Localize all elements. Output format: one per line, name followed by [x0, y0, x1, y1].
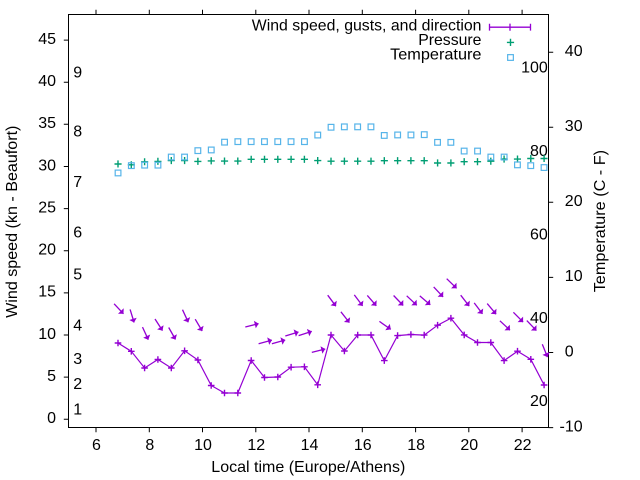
svg-text:8: 8	[145, 437, 154, 454]
svg-text:30: 30	[565, 118, 583, 135]
svg-text:20: 20	[530, 393, 548, 410]
svg-text:-10: -10	[560, 418, 583, 435]
svg-text:14: 14	[301, 437, 319, 454]
svg-text:10: 10	[565, 268, 583, 285]
svg-text:0: 0	[565, 343, 574, 360]
svg-text:10: 10	[38, 326, 56, 343]
svg-text:Temperature: Temperature	[390, 46, 481, 63]
svg-text:18: 18	[407, 437, 425, 454]
svg-text:Pressure: Pressure	[418, 32, 481, 49]
svg-text:16: 16	[354, 437, 372, 454]
svg-text:12: 12	[247, 437, 265, 454]
svg-text:15: 15	[38, 284, 56, 301]
svg-text:Local time (Europe/Athens): Local time (Europe/Athens)	[211, 459, 405, 476]
svg-text:40: 40	[530, 310, 548, 327]
svg-text:30: 30	[38, 157, 56, 174]
svg-text:35: 35	[38, 115, 56, 132]
svg-text:5: 5	[47, 368, 56, 385]
svg-text:80: 80	[530, 143, 548, 160]
svg-text:7: 7	[73, 174, 82, 191]
svg-text:20: 20	[565, 193, 583, 210]
svg-text:6: 6	[92, 437, 101, 454]
svg-text:40: 40	[38, 73, 56, 90]
svg-text:40: 40	[565, 43, 583, 60]
svg-text:25: 25	[38, 199, 56, 216]
svg-text:0: 0	[47, 410, 56, 427]
svg-text:2: 2	[73, 376, 82, 393]
svg-text:3: 3	[73, 351, 82, 368]
svg-text:9: 9	[73, 65, 82, 82]
svg-text:6: 6	[73, 225, 82, 242]
svg-text:Wind speed (kn - Beaufort): Wind speed (kn - Beaufort)	[4, 126, 21, 318]
svg-text:Temperature (C - F): Temperature (C - F)	[592, 150, 609, 292]
svg-text:100: 100	[521, 60, 548, 77]
svg-text:20: 20	[460, 437, 478, 454]
svg-text:Wind speed, gusts, and directi: Wind speed, gusts, and direction	[252, 17, 482, 34]
svg-text:60: 60	[530, 227, 548, 244]
svg-text:4: 4	[73, 317, 82, 334]
svg-text:5: 5	[73, 267, 82, 284]
svg-text:10: 10	[194, 437, 212, 454]
svg-text:8: 8	[73, 124, 82, 141]
svg-text:1: 1	[73, 402, 82, 419]
svg-text:45: 45	[38, 31, 56, 48]
svg-text:20: 20	[38, 242, 56, 259]
svg-text:22: 22	[514, 437, 532, 454]
